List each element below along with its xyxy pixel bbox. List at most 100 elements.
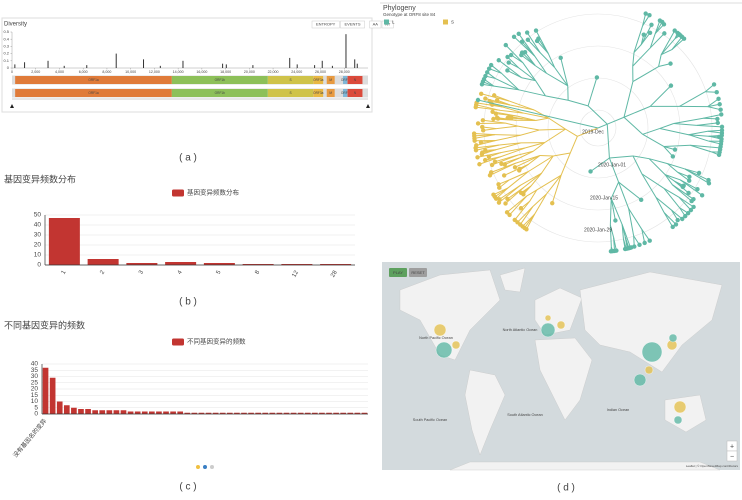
tip[interactable] [672, 147, 678, 152]
zoom-button[interactable] [726, 450, 738, 462]
tip[interactable] [670, 154, 676, 159]
tip[interactable] [687, 174, 692, 180]
tip[interactable] [533, 28, 539, 33]
tip[interactable] [488, 170, 494, 175]
tip[interactable] [475, 97, 481, 103]
tip[interactable] [688, 207, 694, 213]
tip[interactable] [492, 159, 498, 164]
tip[interactable] [491, 192, 496, 197]
location-marker[interactable] [544, 314, 552, 322]
tip[interactable] [475, 155, 480, 160]
tip[interactable] [558, 55, 563, 61]
legend-swatch[interactable] [384, 19, 389, 25]
tip[interactable] [681, 36, 687, 41]
pagination-dot[interactable] [210, 465, 214, 469]
tip[interactable] [718, 107, 723, 112]
tip[interactable] [647, 238, 652, 243]
tip[interactable] [480, 118, 486, 123]
tip[interactable] [494, 115, 500, 120]
location-marker[interactable] [644, 365, 654, 375]
tip[interactable] [717, 102, 722, 107]
tip[interactable] [673, 222, 679, 227]
toggle-button[interactable] [369, 20, 382, 29]
tip[interactable] [670, 224, 675, 230]
tip[interactable] [504, 210, 510, 215]
legend-label[interactable]: L [392, 19, 395, 24]
tip[interactable] [699, 193, 705, 198]
tip[interactable] [479, 91, 484, 96]
tip[interactable] [488, 62, 494, 68]
location-marker[interactable] [668, 333, 678, 343]
tip[interactable] [689, 198, 694, 204]
tip[interactable] [696, 170, 702, 176]
tip[interactable] [716, 96, 721, 102]
tip[interactable] [687, 178, 692, 183]
tip[interactable] [719, 124, 725, 130]
tip[interactable] [518, 190, 524, 196]
tip[interactable] [683, 213, 688, 219]
tip[interactable] [643, 11, 648, 16]
tip[interactable] [505, 68, 510, 73]
location-marker[interactable] [433, 323, 447, 337]
tip[interactable] [494, 98, 500, 103]
tip[interactable] [550, 200, 555, 206]
tip[interactable] [641, 32, 646, 37]
tip[interactable] [714, 90, 719, 95]
location-marker[interactable] [673, 400, 687, 414]
tip[interactable] [719, 112, 724, 117]
tip[interactable] [497, 197, 502, 202]
tip[interactable] [503, 201, 508, 206]
tip[interactable] [649, 22, 654, 27]
tip[interactable] [474, 143, 479, 148]
tip[interactable] [505, 196, 510, 202]
toggle-label[interactable]: EVENTS [344, 22, 360, 27]
tip[interactable] [685, 210, 691, 216]
toggle-label[interactable]: ENTROPY [316, 22, 336, 27]
tip[interactable] [518, 206, 524, 211]
tip[interactable] [477, 162, 482, 167]
tip[interactable] [489, 162, 495, 168]
tip[interactable] [695, 186, 700, 192]
pagination-dot[interactable] [196, 465, 200, 469]
tip[interactable] [706, 181, 712, 186]
legend-label[interactable]: S [451, 19, 454, 24]
tip[interactable] [496, 182, 501, 187]
tip[interactable] [647, 30, 653, 35]
tip[interactable] [491, 93, 497, 98]
tip[interactable] [647, 12, 652, 18]
toggle-button[interactable] [340, 20, 365, 29]
tip[interactable] [499, 161, 504, 166]
tip[interactable] [491, 116, 496, 122]
zoom-label[interactable]: + [730, 443, 734, 450]
tip[interactable] [511, 34, 517, 40]
tip[interactable] [496, 200, 502, 205]
legend-swatch[interactable] [443, 19, 448, 25]
location-marker[interactable] [451, 340, 461, 350]
legend-swatch[interactable] [172, 189, 184, 197]
location-marker[interactable] [435, 341, 453, 359]
tip[interactable] [525, 37, 531, 43]
location-marker[interactable] [673, 415, 683, 425]
tip[interactable] [668, 61, 673, 66]
tip[interactable] [588, 169, 593, 174]
tip[interactable] [691, 204, 696, 210]
pagination-dot[interactable] [203, 465, 207, 469]
tip[interactable] [475, 121, 481, 126]
location-marker[interactable] [641, 341, 663, 363]
tip[interactable] [637, 242, 642, 248]
range-handle[interactable] [10, 104, 14, 108]
tip[interactable] [662, 31, 667, 36]
tip[interactable] [490, 109, 495, 114]
location-marker[interactable] [556, 320, 566, 330]
tip[interactable] [622, 246, 628, 252]
tip[interactable] [486, 66, 492, 71]
tip[interactable] [715, 120, 720, 126]
tip[interactable] [480, 128, 486, 133]
tip[interactable] [506, 60, 511, 65]
tip[interactable] [512, 217, 517, 223]
tip[interactable] [686, 190, 691, 196]
legend-label[interactable]: 不同基因变异的频数 [187, 337, 246, 346]
tip[interactable] [675, 217, 680, 223]
tip[interactable] [480, 124, 485, 130]
tip[interactable] [483, 148, 488, 153]
